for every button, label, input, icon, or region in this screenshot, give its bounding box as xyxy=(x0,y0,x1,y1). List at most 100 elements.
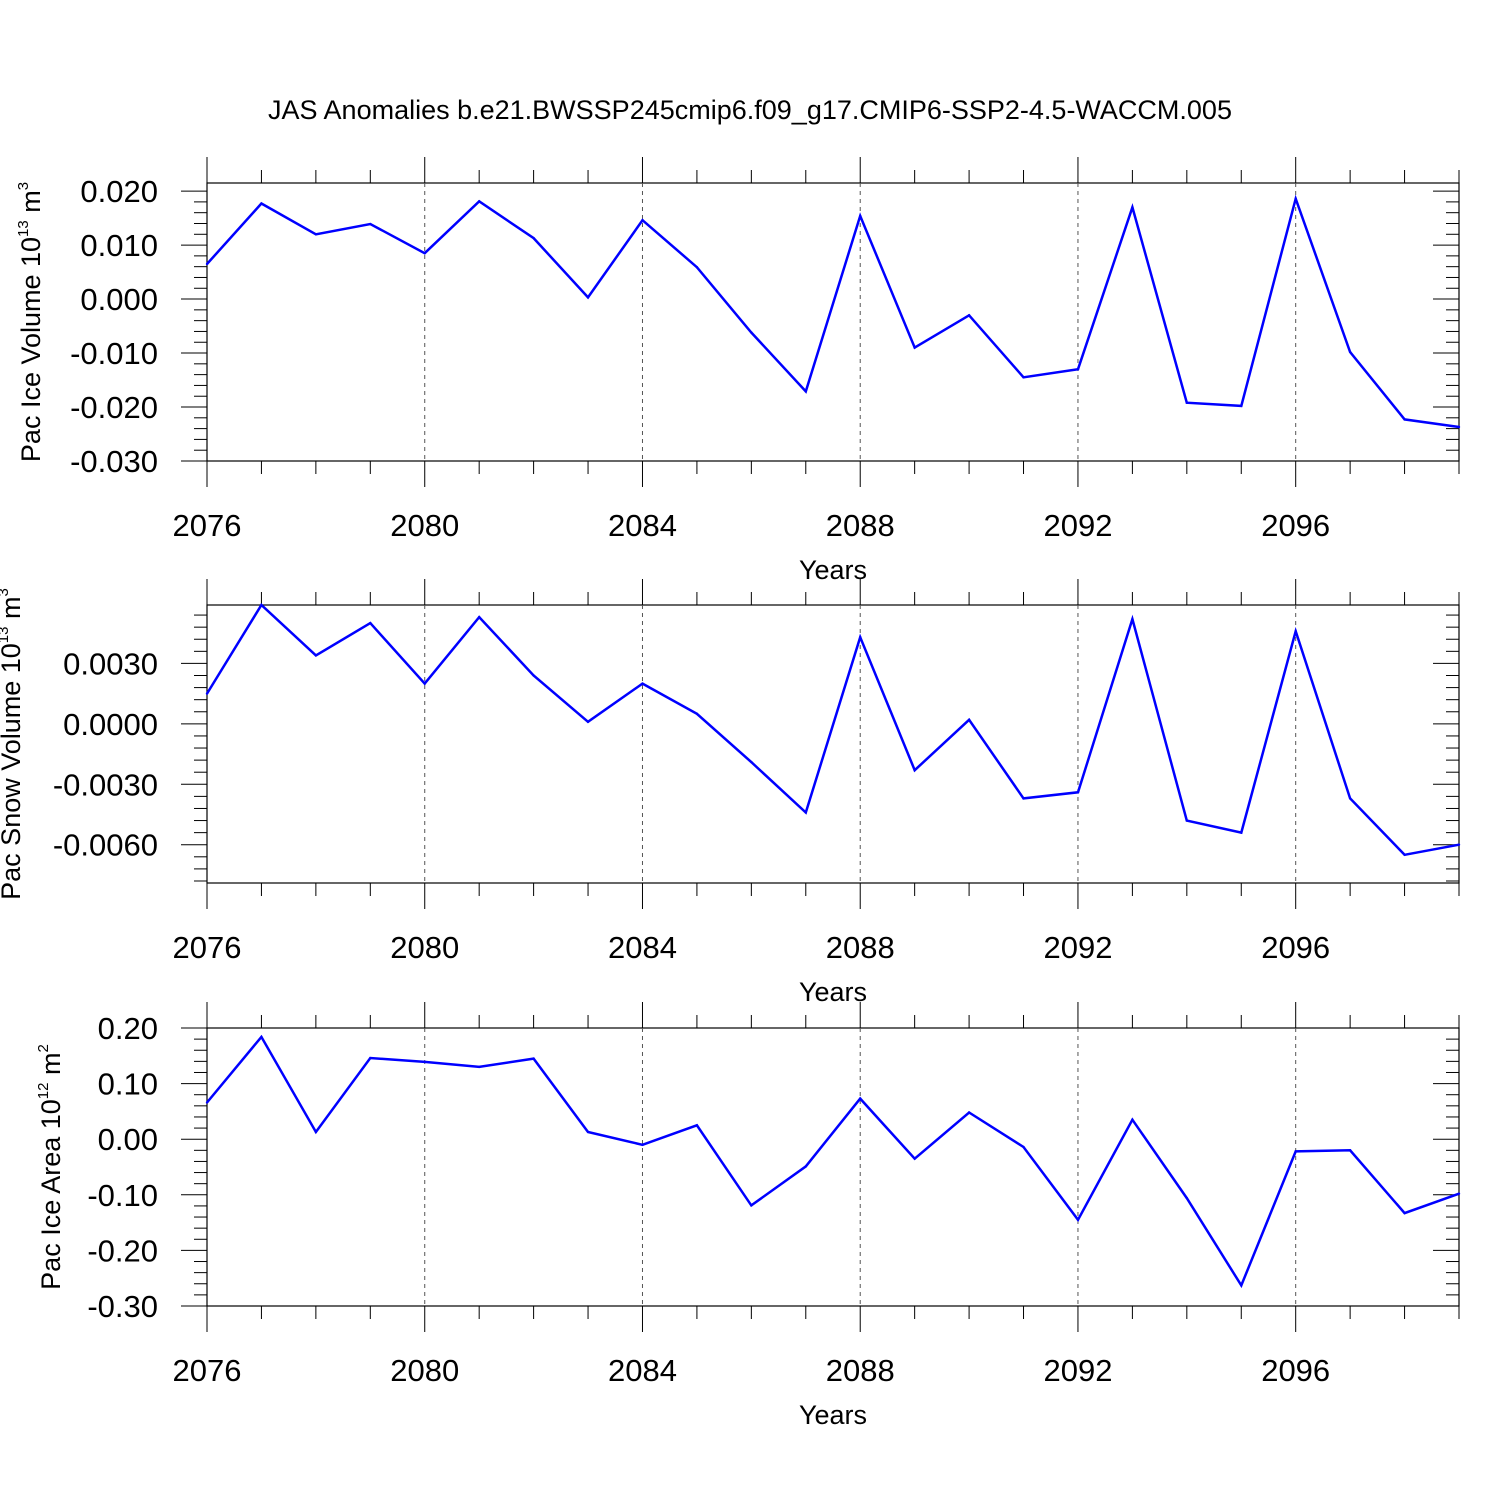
data-point xyxy=(205,692,209,695)
data-point xyxy=(1348,797,1352,800)
data-point xyxy=(641,1143,644,1146)
data-point xyxy=(859,636,862,639)
data-point xyxy=(1131,617,1134,621)
data-point xyxy=(859,214,862,218)
data-point xyxy=(967,718,971,722)
x-axis-label: Years xyxy=(799,977,867,1007)
data-point xyxy=(1403,853,1406,856)
y-tick-label: -0.020 xyxy=(70,390,158,425)
x-tick-label: 2092 xyxy=(1043,508,1112,543)
x-tick-label: 2088 xyxy=(826,508,895,543)
x-tick-label: 2092 xyxy=(1043,1353,1112,1388)
data-point xyxy=(423,682,426,685)
data-point xyxy=(532,674,535,677)
data-point xyxy=(1240,831,1243,834)
x-tick-label: 2088 xyxy=(826,1353,895,1388)
data-point xyxy=(369,621,372,625)
panels: 2076 2080 2084 2088 2092 2096 Years -0.030 -0.02… xyxy=(0,157,1461,1430)
y-axis-label-part: 13 xyxy=(0,626,12,643)
x-tick-label: 2096 xyxy=(1261,930,1330,965)
data-point xyxy=(532,236,535,240)
data-point xyxy=(1185,819,1189,822)
data-point xyxy=(859,1097,862,1100)
data-point xyxy=(695,1124,699,1127)
data-point xyxy=(1240,404,1243,408)
data-point xyxy=(967,314,971,317)
y-tick-label: 0.0000 xyxy=(63,707,158,742)
x-axis-label: Years xyxy=(799,555,867,585)
data-point xyxy=(1403,418,1406,421)
data-point xyxy=(477,615,481,619)
data-point xyxy=(804,1165,807,1168)
data-point xyxy=(1076,791,1080,794)
data-point xyxy=(1022,797,1025,800)
data-point xyxy=(1131,1118,1134,1121)
series-line xyxy=(205,603,1460,857)
y-tick-label: -0.010 xyxy=(70,336,158,371)
x-tick-label: 2076 xyxy=(173,508,242,543)
data-point xyxy=(477,1065,481,1069)
plot-frame xyxy=(206,1027,1460,1307)
data-point xyxy=(1240,1284,1243,1287)
y-axis-label: Pac Ice Area 1012 m2 xyxy=(35,1044,66,1290)
data-point xyxy=(369,1056,372,1060)
data-point xyxy=(913,346,916,349)
y-axis-label: Pac Ice Volume 1013 m3 xyxy=(15,182,46,462)
data-point xyxy=(695,266,699,269)
y-axis-label-part: Pac Snow Volume 10 xyxy=(0,643,26,900)
data-point xyxy=(586,720,590,724)
y-tick-label: -0.10 xyxy=(87,1178,158,1213)
x-tick-label: 2096 xyxy=(1261,1353,1330,1388)
data-point xyxy=(1022,376,1025,379)
y-axis-label-part: 12 xyxy=(35,1083,52,1100)
x-tick-label: 2076 xyxy=(173,1353,242,1388)
y-tick-label: -0.030 xyxy=(70,444,158,479)
y-tick-label: -0.30 xyxy=(87,1289,158,1324)
data-point xyxy=(1294,1150,1297,1153)
x-tick-label: 2088 xyxy=(826,930,895,965)
data-point xyxy=(586,1130,590,1134)
data-point xyxy=(477,200,481,203)
data-point xyxy=(913,1157,916,1160)
data-point xyxy=(314,1130,318,1134)
x-axis-label: Years xyxy=(799,1400,867,1430)
data-point xyxy=(967,1111,971,1114)
data-point xyxy=(1022,1145,1025,1149)
y-axis-label-part: 2 xyxy=(35,1044,52,1052)
data-point xyxy=(695,712,699,715)
data-point xyxy=(1348,1149,1352,1152)
data-point xyxy=(1348,350,1352,354)
data-point xyxy=(1294,629,1297,633)
data-point xyxy=(205,1101,209,1104)
data-point xyxy=(1294,197,1297,200)
data-point xyxy=(423,1060,426,1064)
y-tick-label: -0.20 xyxy=(87,1233,158,1268)
plot-frame xyxy=(206,604,1460,884)
x-tick-label: 2096 xyxy=(1261,508,1330,543)
data-point xyxy=(750,331,753,334)
y-tick-label: -0.0030 xyxy=(53,767,158,802)
data-point xyxy=(205,262,209,266)
y-axis-label-part: 3 xyxy=(15,182,32,190)
data-point xyxy=(1403,1211,1406,1215)
data-point xyxy=(1457,843,1461,846)
y-tick-label: 0.10 xyxy=(98,1067,158,1102)
data-point xyxy=(804,390,807,393)
y-tick-label: -0.0060 xyxy=(53,828,158,863)
x-tick-label: 2080 xyxy=(390,508,459,543)
y-axis-label-part: m xyxy=(0,596,26,626)
data-point xyxy=(1457,1192,1461,1195)
y-tick-label: 0.00 xyxy=(98,1122,158,1157)
data-point xyxy=(314,654,318,657)
x-tick-label: 2080 xyxy=(390,930,459,965)
data-point xyxy=(641,682,644,685)
y-axis-label: Pac Snow Volume 1013 m3 xyxy=(0,588,26,900)
data-point xyxy=(1076,1218,1080,1222)
y-axis-label-part: Pac Ice Volume 10 xyxy=(16,237,46,462)
y-tick-label: 0.020 xyxy=(80,174,158,209)
x-tick-label: 2084 xyxy=(608,1353,677,1388)
y-axis-label-part: m xyxy=(36,1053,66,1083)
data-point xyxy=(641,219,644,222)
data-point xyxy=(1457,425,1461,429)
